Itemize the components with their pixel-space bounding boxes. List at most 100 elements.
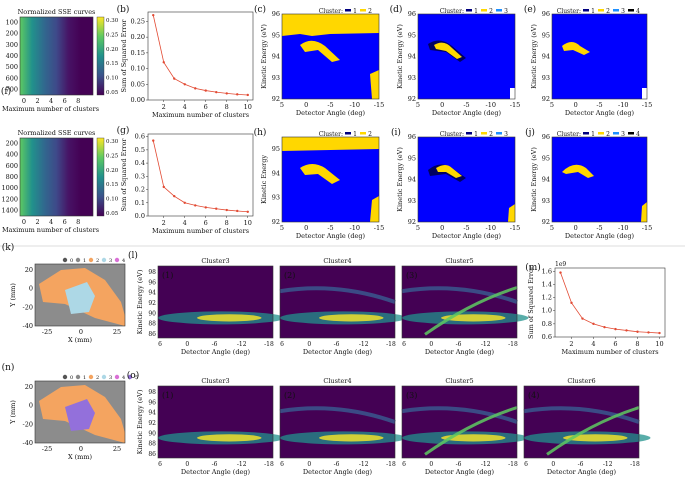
legend-title: Cluster: bbox=[557, 8, 581, 15]
legend-label: 2 bbox=[368, 131, 372, 138]
sse-point bbox=[162, 185, 165, 189]
x-tick-label: 5 bbox=[550, 101, 554, 109]
band-feature bbox=[441, 314, 506, 322]
y-axis-label: Sum of Squared Error bbox=[527, 265, 535, 339]
feature-cluster bbox=[300, 40, 340, 62]
x-tick-label: -18 bbox=[508, 341, 518, 348]
x-tick-label: -5 bbox=[596, 101, 602, 109]
legend-label: 3 bbox=[621, 8, 625, 15]
y-tick-label: -40 bbox=[23, 439, 33, 447]
colorbar-tick: 0.20 bbox=[106, 47, 119, 53]
y-tick-label: 0.6 bbox=[542, 333, 552, 341]
y-tick-label: 94 bbox=[148, 290, 156, 297]
legend: Cluster: 1 2 bbox=[319, 131, 372, 138]
y-tick-label: 86 bbox=[148, 331, 156, 338]
sse-point bbox=[204, 206, 207, 209]
x-axis-label: X (mm) bbox=[68, 453, 93, 461]
x-tick-label: 8 bbox=[76, 218, 80, 226]
upper-cluster-region bbox=[282, 14, 379, 36]
x-tick-label: -18 bbox=[264, 461, 274, 468]
feature-cluster bbox=[434, 42, 462, 59]
heatmap-area bbox=[20, 17, 93, 95]
y-tick-label: 0.2 bbox=[135, 186, 145, 194]
x-tick-label: -10 bbox=[486, 101, 496, 109]
axes-frame bbox=[401, 265, 518, 339]
y-tick-label: 94 bbox=[272, 169, 280, 177]
x-axis-label: Detector Angle (deg) bbox=[432, 109, 502, 117]
y-tick-label: 0.4 bbox=[135, 159, 145, 167]
legend-label: 1 bbox=[591, 131, 595, 138]
boundary bbox=[282, 33, 379, 38]
y-tick-label: 600 bbox=[6, 74, 18, 82]
legend-swatch bbox=[583, 9, 589, 12]
subplot-tag: (1) bbox=[162, 391, 173, 400]
x-axis-label: Maximum number of clusters bbox=[152, 111, 249, 119]
x-tick-label: -12 bbox=[359, 461, 369, 468]
sse-point bbox=[603, 325, 606, 329]
cluster-overlay bbox=[428, 40, 515, 99]
x-axis-label: Maximum number of clusters bbox=[2, 105, 99, 113]
sse-point bbox=[236, 209, 239, 213]
axes-frame bbox=[279, 385, 396, 459]
y-axis-label: Kinetic Energy (eV) bbox=[260, 24, 268, 89]
panel-label: (d) bbox=[390, 4, 403, 15]
x-axis-label: Detector Angle (deg) bbox=[296, 109, 366, 117]
legend-swatch bbox=[628, 9, 634, 12]
axes-frame bbox=[523, 385, 640, 459]
feature-cluster bbox=[436, 165, 462, 178]
y-tick-label: 200 bbox=[6, 30, 18, 38]
legend-label: 3 bbox=[504, 131, 508, 138]
y-tick-label: 0.00 bbox=[131, 96, 145, 104]
y-tick-label: 93 bbox=[408, 197, 416, 205]
sse-point bbox=[173, 77, 176, 80]
legend-marker bbox=[101, 257, 107, 263]
cluster-map bbox=[552, 137, 647, 222]
y-axis-label: Kinetic Energy (eV) bbox=[136, 269, 144, 334]
legend-label: 4 bbox=[122, 258, 125, 264]
x-tick-label: 0 bbox=[551, 461, 555, 468]
x-axis-label: Detector Angle (deg) bbox=[181, 348, 251, 356]
y-tick-label: 0.0 bbox=[135, 212, 145, 220]
x-tick-label: -6 bbox=[334, 461, 340, 468]
x-tick-label: 6 bbox=[613, 340, 617, 348]
legend-label: 2 bbox=[96, 375, 99, 381]
x-axis-label: Maximum number of clusters bbox=[561, 348, 658, 356]
x-tick-label: -18 bbox=[386, 461, 396, 468]
x-tick-label: 0 bbox=[185, 341, 189, 348]
cluster-map bbox=[418, 137, 515, 222]
y-tick-label: 96 bbox=[542, 10, 550, 18]
x-tick-label: 6 bbox=[63, 97, 67, 105]
x-tick-label: 0 bbox=[304, 224, 308, 232]
x-tick-label: 2 bbox=[569, 340, 573, 348]
legend-label: 1 bbox=[83, 258, 86, 264]
legend-label: 3 bbox=[109, 375, 112, 381]
x-tick-label: -6 bbox=[212, 461, 218, 468]
legend-marker bbox=[114, 374, 120, 380]
x-tick-label: 6 bbox=[204, 103, 208, 111]
legend-marker bbox=[62, 257, 68, 263]
x-tick-label: -10 bbox=[618, 101, 628, 109]
axes-frame bbox=[34, 263, 126, 327]
x-tick-label: 5 bbox=[280, 101, 284, 109]
band-feature bbox=[319, 434, 384, 442]
y-tick-label: 92 bbox=[272, 218, 280, 226]
x-tick-label: 0 bbox=[185, 461, 189, 468]
y-tick-label: -40 bbox=[23, 322, 33, 330]
sse-point bbox=[204, 89, 207, 92]
x-tick-label: -12 bbox=[481, 461, 491, 468]
y-tick-label: 800 bbox=[6, 173, 18, 181]
y-tick-label: 100 bbox=[6, 19, 18, 27]
axes-frame bbox=[19, 16, 94, 96]
y-tick-label: 600 bbox=[6, 162, 18, 170]
intensity-map bbox=[280, 386, 395, 458]
y-tick-label: 95 bbox=[408, 31, 416, 39]
y-tick-label: 90 bbox=[148, 430, 156, 437]
legend-marker bbox=[101, 374, 107, 380]
corner-cluster bbox=[370, 70, 379, 99]
y-tick-label: 95 bbox=[408, 154, 416, 162]
sse-point bbox=[559, 271, 562, 274]
x-tick-label: -10 bbox=[350, 101, 360, 109]
intensity-map bbox=[158, 386, 273, 458]
legend-label: 1 bbox=[353, 131, 357, 138]
legend-marker bbox=[88, 374, 94, 380]
